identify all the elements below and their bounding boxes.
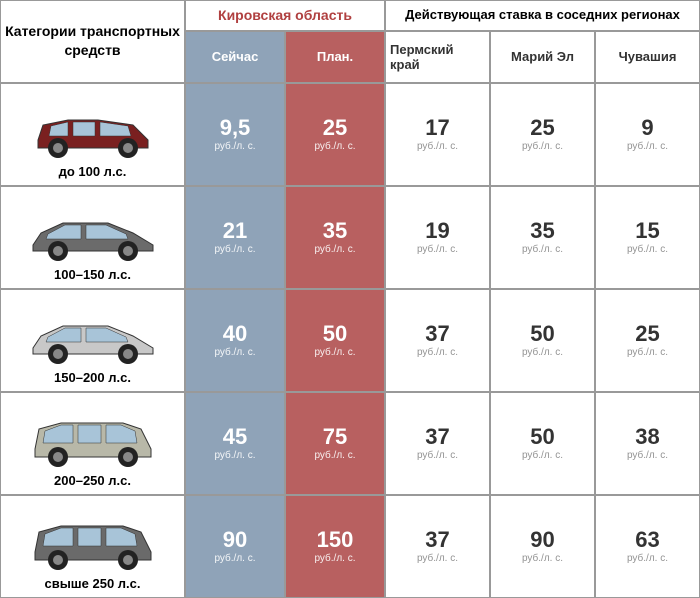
rate-unit: руб./л. с. — [522, 553, 563, 564]
rate-unit: руб./л. с. — [314, 450, 355, 461]
value-now: 9,5 руб./л. с. — [185, 83, 285, 186]
rate-number: 50 — [530, 323, 554, 345]
rate-unit: руб./л. с. — [522, 450, 563, 461]
value-perm: 19 руб./л. с. — [385, 186, 490, 289]
rate-number: 75 — [323, 426, 347, 448]
rate-unit: руб./л. с. — [417, 244, 458, 255]
value-perm: 37 руб./л. с. — [385, 289, 490, 392]
rate-number: 90 — [530, 529, 554, 551]
rate-number: 50 — [323, 323, 347, 345]
rate-unit: руб./л. с. — [214, 244, 255, 255]
rate-unit: руб./л. с. — [417, 347, 458, 358]
rate-number: 19 — [425, 220, 449, 242]
rate-number: 37 — [425, 426, 449, 448]
rate-number: 35 — [323, 220, 347, 242]
rate-unit: руб./л. с. — [417, 553, 458, 564]
rate-number: 17 — [425, 117, 449, 139]
rates-table: Категории транспортных средств Кировская… — [0, 0, 700, 598]
rate-number: 63 — [635, 529, 659, 551]
rate-number: 25 — [530, 117, 554, 139]
rate-number: 40 — [223, 323, 247, 345]
value-plan: 35 руб./л. с. — [285, 186, 385, 289]
rate-number: 37 — [425, 323, 449, 345]
value-mari: 35 руб./л. с. — [490, 186, 595, 289]
rate-unit: руб./л. с. — [627, 347, 668, 358]
category-label: до 100 л.с. — [59, 164, 127, 179]
rate-number: 37 — [425, 529, 449, 551]
rate-number: 38 — [635, 426, 659, 448]
rate-unit: руб./л. с. — [314, 141, 355, 152]
rate-number: 25 — [635, 323, 659, 345]
rate-unit: руб./л. с. — [522, 141, 563, 152]
rate-unit: руб./л. с. — [522, 244, 563, 255]
value-perm: 37 руб./л. с. — [385, 392, 490, 495]
value-plan: 75 руб./л. с. — [285, 392, 385, 495]
category-cell: до 100 л.с. — [0, 83, 185, 186]
subheader-perm: Пермский край — [385, 31, 490, 83]
category-cell: 200–250 л.с. — [0, 392, 185, 495]
value-mari: 50 руб./л. с. — [490, 289, 595, 392]
value-perm: 37 руб./л. с. — [385, 495, 490, 598]
rate-unit: руб./л. с. — [417, 141, 458, 152]
value-plan: 25 руб./л. с. — [285, 83, 385, 186]
rate-number: 50 — [530, 426, 554, 448]
value-now: 90 руб./л. с. — [185, 495, 285, 598]
category-cell: 100–150 л.с. — [0, 186, 185, 289]
category-cell: 150–200 л.с. — [0, 289, 185, 392]
header-neighbors: Действующая ставка в соседних регионах — [385, 0, 700, 31]
rate-unit: руб./л. с. — [214, 347, 255, 358]
value-now: 21 руб./л. с. — [185, 186, 285, 289]
value-chuv: 25 руб./л. с. — [595, 289, 700, 392]
rate-unit: руб./л. с. — [214, 141, 255, 152]
value-chuv: 38 руб./л. с. — [595, 392, 700, 495]
value-mari: 25 руб./л. с. — [490, 83, 595, 186]
rate-number: 150 — [317, 529, 354, 551]
rate-number: 9,5 — [220, 117, 251, 139]
rate-unit: руб./л. с. — [627, 244, 668, 255]
rate-number: 21 — [223, 220, 247, 242]
value-now: 45 руб./л. с. — [185, 392, 285, 495]
category-label: 100–150 л.с. — [54, 267, 131, 282]
subheader-chuv: Чувашия — [595, 31, 700, 83]
rate-unit: руб./л. с. — [417, 450, 458, 461]
rate-unit: руб./л. с. — [314, 347, 355, 358]
rate-unit: руб./л. с. — [627, 450, 668, 461]
rate-unit: руб./л. с. — [314, 244, 355, 255]
rate-unit: руб./л. с. — [627, 553, 668, 564]
rate-unit: руб./л. с. — [314, 553, 355, 564]
rate-number: 45 — [223, 426, 247, 448]
rate-unit: руб./л. с. — [627, 141, 668, 152]
header-kirov: Кировская область — [185, 0, 385, 31]
value-chuv: 15 руб./л. с. — [595, 186, 700, 289]
rate-number: 15 — [635, 220, 659, 242]
rate-unit: руб./л. с. — [522, 347, 563, 358]
rate-number: 35 — [530, 220, 554, 242]
subheader-mari: Марий Эл — [490, 31, 595, 83]
category-label: 150–200 л.с. — [54, 370, 131, 385]
value-mari: 90 руб./л. с. — [490, 495, 595, 598]
category-cell: свыше 250 л.с. — [0, 495, 185, 598]
category-label: свыше 250 л.с. — [44, 576, 140, 591]
value-chuv: 63 руб./л. с. — [595, 495, 700, 598]
subheader-plan: План. — [285, 31, 385, 83]
header-categories: Категории транспортных средств — [0, 0, 185, 83]
rate-number: 25 — [323, 117, 347, 139]
value-plan: 150 руб./л. с. — [285, 495, 385, 598]
value-plan: 50 руб./л. с. — [285, 289, 385, 392]
rate-number: 9 — [641, 117, 653, 139]
value-chuv: 9 руб./л. с. — [595, 83, 700, 186]
rate-number: 90 — [223, 529, 247, 551]
rate-unit: руб./л. с. — [214, 553, 255, 564]
value-now: 40 руб./л. с. — [185, 289, 285, 392]
value-perm: 17 руб./л. с. — [385, 83, 490, 186]
category-label: 200–250 л.с. — [54, 473, 131, 488]
subheader-now: Сейчас — [185, 31, 285, 83]
value-mari: 50 руб./л. с. — [490, 392, 595, 495]
rate-unit: руб./л. с. — [214, 450, 255, 461]
